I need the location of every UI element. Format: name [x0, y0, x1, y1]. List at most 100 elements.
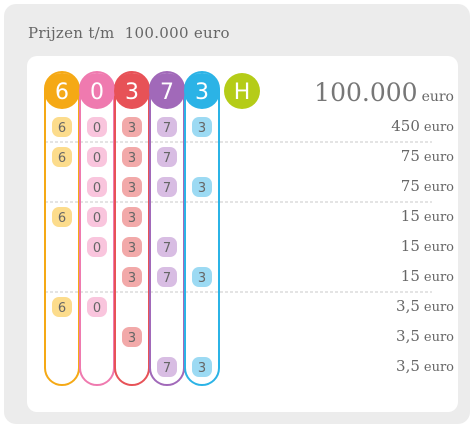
ball-digit-3-2: 3 — [128, 211, 136, 226]
jackpot-amount-unit: euro — [421, 89, 454, 105]
header-digit-3: 7 — [160, 80, 174, 105]
prize-amount-value: 450 — [391, 117, 420, 135]
prize-amount-value: 75 — [400, 147, 420, 165]
ball-4-3 — [157, 237, 177, 257]
ball-digit-4-3: 7 — [163, 241, 171, 256]
ball-digit-5-2: 3 — [128, 271, 136, 286]
prize-amount-value: 3,5 — [396, 327, 420, 345]
ball-6-0 — [52, 297, 72, 317]
prize-amount: 3,5 euro — [396, 327, 454, 345]
ball-digit-3-0: 6 — [58, 211, 66, 226]
ball-0-3 — [157, 117, 177, 137]
ball-digit-1-2: 3 — [128, 151, 136, 166]
ball-0-0 — [52, 117, 72, 137]
prize-amount-unit: euro — [423, 210, 454, 225]
prize-amount-unit: euro — [423, 150, 454, 165]
header-digit-circle-0 — [44, 73, 80, 109]
prize-amount-value: 15 — [400, 207, 420, 225]
ball-2-2 — [122, 177, 142, 197]
prize-amount: 75 euro — [401, 177, 454, 195]
ball-5-4 — [192, 267, 212, 287]
ball-3-0 — [52, 207, 72, 227]
prize-amount-value: 15 — [400, 267, 420, 285]
ball-1-1 — [87, 147, 107, 167]
prize-amount-unit: euro — [423, 180, 454, 195]
ball-0-4 — [192, 117, 212, 137]
ball-7-2 — [122, 327, 142, 347]
header-digit-5: H — [234, 80, 251, 105]
header-digit-4: 3 — [195, 80, 209, 105]
header-digit-circle-1 — [79, 73, 115, 109]
ball-2-4 — [192, 177, 212, 197]
prize-amount: 450 euro — [391, 117, 454, 135]
ball-6-1 — [87, 297, 107, 317]
header-digit-circle-3 — [149, 73, 185, 109]
prize-amount: 75 euro — [401, 147, 454, 165]
ball-digit-2-4: 3 — [198, 181, 206, 196]
prize-amount-value: 75 — [400, 177, 420, 195]
prize-amount-value: 15 — [400, 237, 420, 255]
ball-digit-0-2: 3 — [128, 121, 136, 136]
ball-4-2 — [122, 237, 142, 257]
ball-4-1 — [87, 237, 107, 257]
ball-digit-5-3: 7 — [163, 271, 171, 286]
header-digit-2: 3 — [125, 80, 139, 105]
ball-digit-5-4: 3 — [198, 271, 206, 286]
ball-digit-1-1: 0 — [93, 151, 101, 166]
ball-digit-8-3: 7 — [163, 361, 171, 376]
prize-amount: 15 euro — [401, 207, 454, 225]
ball-digit-1-3: 7 — [163, 151, 171, 166]
jackpot-amount-value: 100.000 — [314, 78, 418, 107]
ball-5-2 — [122, 267, 142, 287]
ball-digit-2-2: 3 — [128, 181, 136, 196]
ball-1-3 — [157, 147, 177, 167]
ball-0-2 — [122, 117, 142, 137]
prize-amount-value: 3,5 — [396, 357, 420, 375]
ball-digit-6-1: 0 — [93, 301, 101, 316]
prize-amount-unit: euro — [423, 300, 454, 315]
header-digit-1: 0 — [90, 80, 104, 105]
ball-8-4 — [192, 357, 212, 377]
header-digit-circle-4 — [184, 73, 220, 109]
ball-3-2 — [122, 207, 142, 227]
prize-amount: 15 euro — [401, 237, 454, 255]
ball-8-3 — [157, 357, 177, 377]
ball-2-3 — [157, 177, 177, 197]
prize-amount: 3,5 euro — [396, 357, 454, 375]
header-digit-circle-2 — [114, 73, 150, 109]
jackpot-amount: 100.000 euro — [314, 78, 454, 107]
ball-1-0 — [52, 147, 72, 167]
ball-digit-0-4: 3 — [198, 121, 206, 136]
prize-card — [27, 56, 458, 412]
ball-0-1 — [87, 117, 107, 137]
ball-digit-2-1: 0 — [93, 181, 101, 196]
ball-digit-3-1: 0 — [93, 211, 101, 226]
prize-amount-value: 3,5 — [396, 297, 420, 315]
prize-amount: 15 euro — [401, 267, 454, 285]
ball-digit-0-1: 0 — [93, 121, 101, 136]
prize-amount-unit: euro — [423, 360, 454, 375]
header-digit-circle-5 — [224, 73, 260, 109]
ball-digit-8-4: 3 — [198, 361, 206, 376]
ball-digit-1-0: 6 — [58, 151, 66, 166]
ball-digit-4-1: 0 — [93, 241, 101, 256]
header-digit-0: 6 — [55, 80, 69, 105]
prize-amount-unit: euro — [423, 120, 454, 135]
ball-digit-6-0: 6 — [58, 301, 66, 316]
ball-2-1 — [87, 177, 107, 197]
prize-amount-unit: euro — [423, 330, 454, 345]
prize-amount-unit: euro — [423, 270, 454, 285]
ball-digit-2-3: 7 — [163, 181, 171, 196]
ball-digit-0-0: 6 — [58, 121, 66, 136]
column-outline-4 — [184, 71, 220, 386]
prize-amount: 3,5 euro — [396, 297, 454, 315]
prize-amount-unit: euro — [423, 240, 454, 255]
ball-1-2 — [122, 147, 142, 167]
ball-5-3 — [157, 267, 177, 287]
ball-digit-4-2: 3 — [128, 241, 136, 256]
ball-digit-0-3: 7 — [163, 121, 171, 136]
ball-digit-7-2: 3 — [128, 331, 136, 346]
panel-title: Prijzen t/m 100.000 euro — [28, 24, 230, 42]
ball-3-1 — [87, 207, 107, 227]
